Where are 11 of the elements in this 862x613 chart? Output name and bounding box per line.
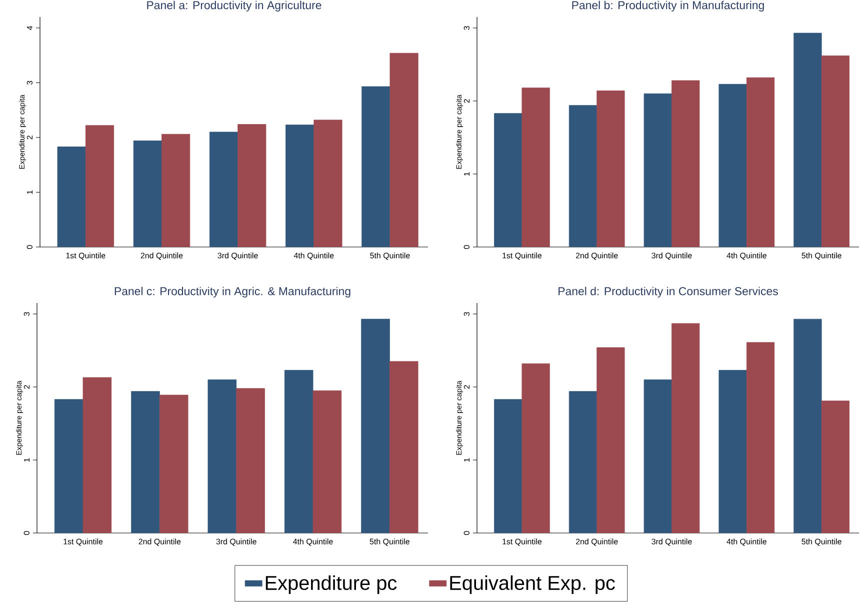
chart-title: Panel a: Productivity in Agriculture xyxy=(147,0,322,12)
bar xyxy=(522,88,550,247)
bar xyxy=(746,77,775,247)
chart-title: Panel d: Productivity in Consumer Services xyxy=(558,286,778,298)
bar xyxy=(672,80,700,247)
legend-label: Equivalent Exp. pc xyxy=(450,575,615,594)
bar xyxy=(821,55,850,247)
legend-label: Expenditure pc xyxy=(266,575,397,594)
chart-title: Panel c: Productivity in Agric. & Manufacturing xyxy=(114,286,350,298)
bar xyxy=(596,90,625,247)
chart-title: Panel b: Productivity in Manufacturing xyxy=(572,0,764,12)
